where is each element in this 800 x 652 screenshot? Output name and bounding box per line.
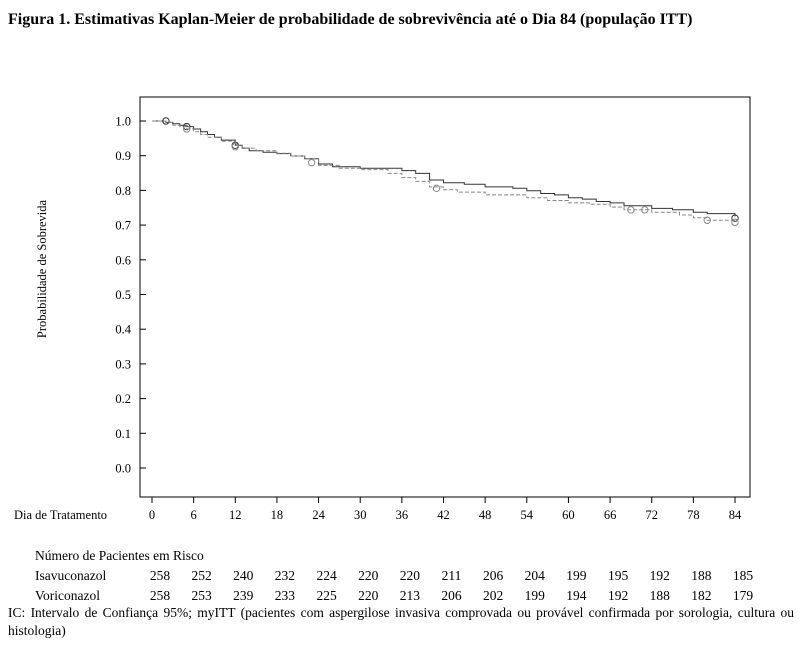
x-tick-label: 54 xyxy=(521,508,534,522)
x-tick-label: 12 xyxy=(229,508,242,522)
risk-value: 195 xyxy=(607,568,629,583)
risk-value: 185 xyxy=(732,568,754,583)
risk-value: 192 xyxy=(649,568,670,583)
risk-value: 233 xyxy=(274,588,296,603)
risk-value: 194 xyxy=(566,588,587,603)
y-axis: 0.0 0.1 0.2 0.3 0.4 0.5 0.6 0.7 0.8 0.9 1.0 xyxy=(115,115,146,476)
y-tick-label: 0.7 xyxy=(115,219,131,233)
censor-mark xyxy=(641,206,649,214)
risk-table-header: Número de Pacientes em Risco xyxy=(35,548,204,563)
y-tick-label: 0.9 xyxy=(115,149,131,163)
risk-value: 225 xyxy=(316,588,337,603)
risk-value: 179 xyxy=(732,588,754,603)
y-tick-label: 0.1 xyxy=(115,427,131,441)
y-tick-label: 0.3 xyxy=(115,357,131,371)
risk-value: 206 xyxy=(483,568,504,583)
risk-value: 252 xyxy=(191,568,212,583)
censor-mark xyxy=(162,117,170,125)
x-tick-label: 42 xyxy=(437,508,450,522)
x-tick-label: 60 xyxy=(562,508,575,522)
y-tick-label: 0.2 xyxy=(115,392,131,406)
censor-mark xyxy=(231,142,239,151)
y-tick-label: 0.5 xyxy=(115,288,131,302)
risk-row: Voriconazol 258 253 239 233 225 220 213 206 202 19… xyxy=(35,586,795,606)
risk-value: 258 xyxy=(149,568,171,583)
x-tick-label: 24 xyxy=(312,508,325,522)
risk-value: 239 xyxy=(233,588,254,603)
risk-value: 211 xyxy=(441,568,462,583)
risk-value: 220 xyxy=(399,568,420,583)
censor-mark xyxy=(432,184,441,193)
risk-value: 182 xyxy=(691,588,712,603)
km-survival-chart: Probabilidade de Sobrevida Dia de Tratam… xyxy=(14,96,751,522)
plot-frame xyxy=(139,96,751,498)
figure-title: Figura 1. Estimativas Kaplan-Meier de pr… xyxy=(8,11,693,28)
risk-value: 224 xyxy=(316,568,337,583)
x-axis-label: Dia de Tratamento xyxy=(14,508,107,522)
censor-mark xyxy=(731,218,739,227)
censor-mark xyxy=(731,214,739,222)
y-tick-label: 0.8 xyxy=(115,184,131,198)
y-tick-label: 0.6 xyxy=(115,253,131,267)
footnote: IC: Intervalo de Confiança 95%; myITT (p… xyxy=(8,605,794,638)
risk-value: 213 xyxy=(399,588,420,603)
risk-value: 192 xyxy=(607,588,629,603)
x-tick-label: 84 xyxy=(729,508,742,522)
risk-row-label: Isavuconazol xyxy=(35,568,107,583)
censor-mark xyxy=(183,125,191,133)
risk-value: 199 xyxy=(524,588,545,603)
survival-curves xyxy=(152,117,739,227)
survival-curve-2 xyxy=(152,120,736,222)
x-tick-label: 6 xyxy=(191,508,197,522)
x-tick-label: 36 xyxy=(396,508,409,522)
x-tick-label: 78 xyxy=(687,508,700,522)
y-axis-label: Probabilidade de Sobrevida xyxy=(35,199,49,338)
risk-value: 258 xyxy=(149,588,171,603)
risk-value: 202 xyxy=(483,588,504,603)
censor-mark xyxy=(627,206,635,214)
censor-mark xyxy=(307,158,316,167)
risk-row: Isavuconazol 258 252 240 232 224 220 220 211 206 2… xyxy=(35,566,795,586)
y-tick-label: 0.4 xyxy=(115,323,131,337)
risk-row-label: Voriconazol xyxy=(35,588,100,603)
x-tick-label: 72 xyxy=(645,508,658,522)
risk-value: 188 xyxy=(691,568,712,583)
survival-curve-1 xyxy=(152,120,736,217)
x-tick-label: 0 xyxy=(149,508,155,522)
risk-value: 206 xyxy=(441,588,462,603)
risk-value: 240 xyxy=(233,568,254,583)
y-tick-label: 0.0 xyxy=(115,462,131,476)
y-tick-label: 1.0 xyxy=(115,115,131,129)
risk-value: 199 xyxy=(566,568,587,583)
x-tick-label: 66 xyxy=(604,508,617,522)
x-axis: 0 6 12 18 24 30 36 42 48 54 60 66 72 78 84 xyxy=(149,496,742,522)
risk-value: 188 xyxy=(649,588,670,603)
x-tick-label: 30 xyxy=(354,508,367,522)
risk-value: 220 xyxy=(358,568,379,583)
risk-value: 220 xyxy=(358,588,379,603)
x-tick-label: 18 xyxy=(271,508,284,522)
risk-value: 204 xyxy=(524,568,545,583)
risk-value: 232 xyxy=(274,568,296,583)
censor-mark xyxy=(703,216,711,224)
risk-value: 253 xyxy=(191,588,212,603)
x-tick-label: 48 xyxy=(479,508,492,522)
